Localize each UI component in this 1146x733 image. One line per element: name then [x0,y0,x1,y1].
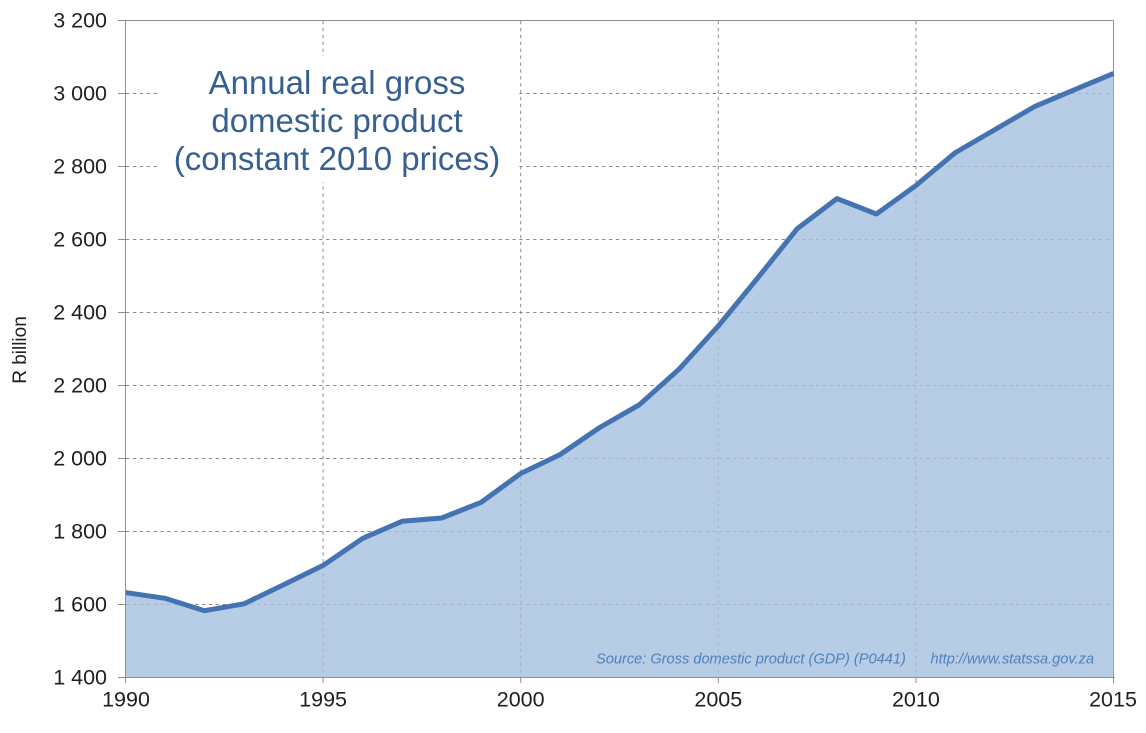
svg-text:1990: 1990 [102,688,150,712]
svg-text:R billion: R billion [10,316,31,384]
svg-text:domestic product: domestic product [211,102,462,139]
svg-text:(constant 2010 prices): (constant 2010 prices) [174,140,501,177]
svg-text:1995: 1995 [299,688,347,712]
svg-text:1 800: 1 800 [53,520,107,544]
svg-text:2 000: 2 000 [53,447,107,471]
svg-text:3 200: 3 200 [53,9,107,33]
svg-text:Annual real gross: Annual real gross [209,64,466,101]
svg-text:1 400: 1 400 [53,666,107,690]
svg-text:http://www.statssa.gov.za: http://www.statssa.gov.za [931,652,1095,668]
svg-text:2 600: 2 600 [53,228,107,252]
svg-text:3 000: 3 000 [53,82,107,106]
svg-text:2000: 2000 [497,688,545,712]
svg-text:Source: Gross domestic product: Source: Gross domestic product (GDP) (P0… [596,652,906,668]
svg-text:2005: 2005 [694,688,742,712]
svg-text:2015: 2015 [1089,688,1137,712]
svg-text:2 200: 2 200 [53,374,107,398]
svg-text:2 400: 2 400 [53,301,107,325]
svg-text:2010: 2010 [892,688,940,712]
svg-text:2 800: 2 800 [53,155,107,179]
svg-text:1 600: 1 600 [53,593,107,617]
